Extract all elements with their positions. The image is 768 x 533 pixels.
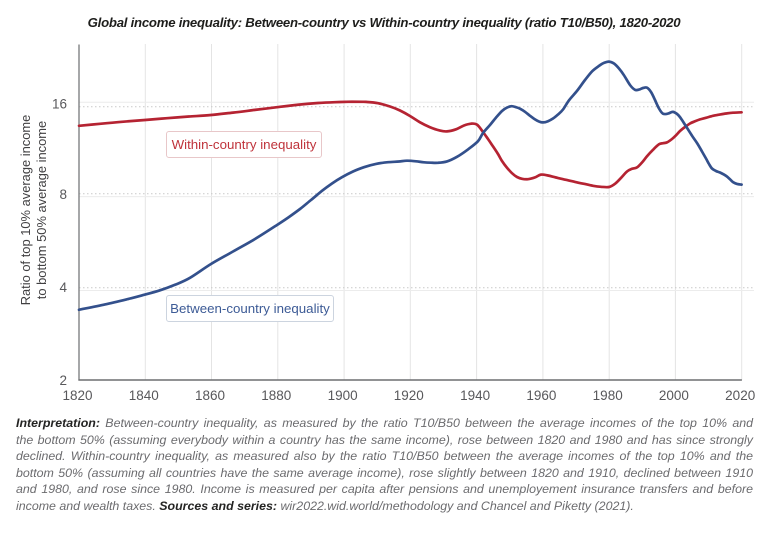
svg-text:2000: 2000 xyxy=(659,388,689,403)
svg-text:1880: 1880 xyxy=(261,388,291,403)
svg-text:1940: 1940 xyxy=(460,388,490,403)
svg-text:16: 16 xyxy=(52,97,67,112)
svg-text:2: 2 xyxy=(59,373,67,388)
svg-text:1920: 1920 xyxy=(394,388,424,403)
svg-text:1840: 1840 xyxy=(129,388,159,403)
svg-text:8: 8 xyxy=(59,187,67,202)
svg-text:1980: 1980 xyxy=(593,388,623,403)
svg-text:1960: 1960 xyxy=(526,388,556,403)
svg-text:2020: 2020 xyxy=(725,388,755,403)
svg-text:1860: 1860 xyxy=(195,388,225,403)
svg-text:to bottom 50% average income: to bottom 50% average income xyxy=(34,121,49,299)
svg-text:Ratio of top 10% average incom: Ratio of top 10% average income xyxy=(18,115,33,306)
svg-text:4: 4 xyxy=(59,280,67,295)
svg-text:1820: 1820 xyxy=(62,388,92,403)
svg-text:1900: 1900 xyxy=(328,388,358,403)
